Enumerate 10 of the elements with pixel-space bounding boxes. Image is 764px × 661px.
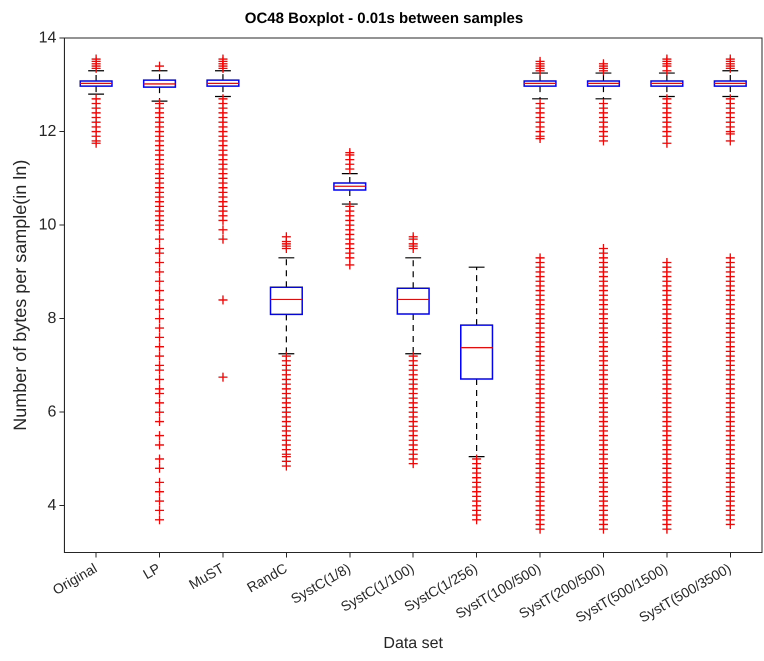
y-axis-title: Number of bytes per sample(in ln): [10, 160, 30, 431]
x-tick-label: LP: [140, 560, 163, 582]
y-tick-label: 8: [47, 310, 56, 328]
y-tick-label: 10: [38, 216, 56, 234]
y-tick-label: 14: [38, 29, 56, 46]
chart-title: OC48 Boxplot - 0.01s between samples: [244, 10, 524, 28]
y-tick-label: 12: [38, 122, 56, 140]
y-tick-label: 4: [47, 497, 56, 514]
y-tick-label: 6: [47, 404, 56, 421]
x-axis-title: Data set: [383, 634, 444, 652]
